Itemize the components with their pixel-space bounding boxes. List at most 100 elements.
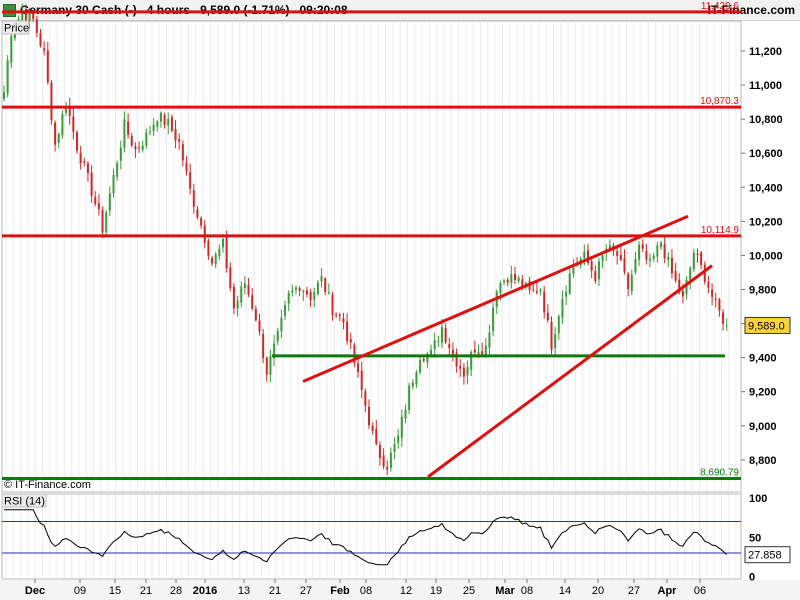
x-tick-label: 20 xyxy=(592,585,604,597)
x-tick-label: 12 xyxy=(400,585,412,597)
candle-body xyxy=(331,294,334,315)
candle-body xyxy=(645,250,648,260)
candle-body xyxy=(499,282,502,294)
candle-body xyxy=(346,321,349,342)
candle-body xyxy=(561,298,564,318)
x-tick-label: Feb xyxy=(330,585,350,597)
candle-body xyxy=(262,334,265,359)
lower-trendline xyxy=(427,264,713,479)
candle-body xyxy=(649,258,652,261)
candle-body xyxy=(39,32,42,46)
x-tick-label: 15 xyxy=(109,585,121,597)
candle-body xyxy=(72,116,75,132)
candle-body xyxy=(725,325,728,327)
candle-body xyxy=(634,258,637,273)
level-label: 11,429.6 xyxy=(701,1,740,12)
candle-body xyxy=(426,353,429,363)
candle-body xyxy=(127,121,130,135)
candle-body xyxy=(696,253,699,255)
candle-body xyxy=(276,330,279,342)
candle-body xyxy=(539,289,542,291)
candle-body xyxy=(674,270,677,281)
x-tick-label: 27 xyxy=(300,585,312,597)
candle-body xyxy=(149,131,151,133)
candle-body xyxy=(441,327,443,343)
candle-body xyxy=(134,146,137,150)
candle-body xyxy=(714,298,717,300)
candle-body xyxy=(32,11,35,20)
x-tick-label: 08 xyxy=(360,585,372,597)
rsi-last-badge xyxy=(744,546,791,564)
candle-body xyxy=(243,283,246,288)
price-y-tick-label: 10,800 xyxy=(749,114,783,126)
instrument-name: Germany 30 Cash (-) xyxy=(20,3,137,17)
candle-body xyxy=(3,92,5,99)
candle-body xyxy=(86,163,89,174)
candle-body xyxy=(236,300,239,309)
level-label: 10,114.9 xyxy=(701,225,740,236)
candle-body xyxy=(222,238,224,248)
candle-body xyxy=(623,258,626,272)
candle-body xyxy=(79,152,82,164)
candle-body xyxy=(90,172,93,196)
candle-body xyxy=(660,242,662,248)
candle-body xyxy=(389,453,392,469)
candle-body xyxy=(506,279,509,283)
candle-body xyxy=(503,280,506,283)
candle-body xyxy=(287,292,290,304)
x-tick-label: Apr xyxy=(658,585,678,597)
candle-body xyxy=(152,124,155,131)
candle-body xyxy=(116,163,119,177)
quote-time: 09:20:08 xyxy=(299,3,348,17)
candle-body xyxy=(284,305,287,316)
price-caption: Price xyxy=(4,23,29,35)
candle-body xyxy=(462,367,465,377)
candle-body xyxy=(324,278,327,293)
candle-body xyxy=(565,291,568,297)
price-y-tick-label: 9,200 xyxy=(749,387,777,399)
candle-body xyxy=(167,119,170,126)
candle-body xyxy=(557,316,560,334)
price-y-tick-label: 10,600 xyxy=(749,148,783,160)
candle-body xyxy=(353,344,356,364)
rsi-y-tick-label: 0 xyxy=(749,572,755,584)
candle-body xyxy=(422,358,425,361)
candle-body xyxy=(484,345,487,356)
rsi-y-tick-label: 50 xyxy=(749,532,761,544)
candle-body xyxy=(302,290,305,293)
candle-body xyxy=(61,113,64,136)
candle-body xyxy=(68,106,71,117)
timeframe: 4 hours xyxy=(146,3,191,17)
candle-body xyxy=(543,291,546,313)
candle-body xyxy=(298,288,301,291)
x-tick-label: Mar xyxy=(495,585,515,597)
candle-body xyxy=(335,314,338,316)
candle-body xyxy=(437,340,440,342)
candle-body xyxy=(247,284,250,295)
candle-body xyxy=(459,366,462,369)
candle-body xyxy=(601,255,604,262)
candle-body xyxy=(141,145,144,150)
candle-body xyxy=(214,254,217,265)
candle-body xyxy=(357,363,360,372)
price-y-tick-label: 9,400 xyxy=(749,353,777,365)
candle-body xyxy=(196,209,199,218)
brand-label: IT-Finance.com xyxy=(707,3,795,17)
price-y-tick-label: 11,200 xyxy=(749,46,782,58)
candle-body xyxy=(97,202,100,210)
x-tick-label: 14 xyxy=(559,585,571,597)
candle-body xyxy=(375,428,378,445)
candle-body xyxy=(700,252,703,265)
candle-body xyxy=(178,139,181,142)
candle-body xyxy=(309,291,312,301)
candle-body xyxy=(280,317,283,332)
candle-body xyxy=(130,135,133,146)
candle-body xyxy=(50,82,53,121)
candle-body xyxy=(594,271,597,282)
price-y-tick-label: 9,000 xyxy=(749,421,777,433)
level-label: 10,870.3 xyxy=(700,96,739,107)
price-y-tick-label: 8,800 xyxy=(749,455,777,467)
candle-body xyxy=(320,276,323,282)
price-y-tick-label: 10,400 xyxy=(749,182,783,194)
